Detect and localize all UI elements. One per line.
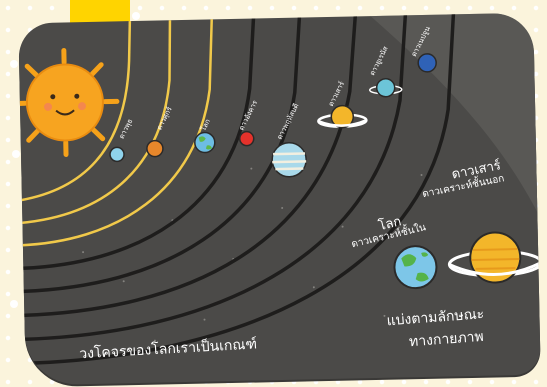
saturn-small-icon xyxy=(317,104,368,129)
jupiter-icon xyxy=(271,142,307,178)
decorative-dot xyxy=(10,60,18,68)
decorative-dot xyxy=(132,12,140,20)
earth-small-icon xyxy=(194,131,216,154)
venus-icon xyxy=(146,139,164,158)
uranus-icon xyxy=(368,78,403,98)
inner-orbits xyxy=(18,12,214,247)
saturn-large-icon xyxy=(447,231,541,284)
asteroid-band xyxy=(347,12,541,282)
neptune-icon xyxy=(417,53,437,73)
decorative-dot xyxy=(10,300,18,308)
sun-icon xyxy=(18,47,120,157)
solar-system-illustration xyxy=(18,12,541,366)
decorative-dot xyxy=(12,150,20,158)
solar-system-board: ดาวพุธ ดาวศุกร์ โลก ดาวอังคาร ดาวพฤหัสบด… xyxy=(18,12,541,386)
mars-icon xyxy=(238,130,255,147)
mercury-icon xyxy=(109,146,125,163)
earth-large-icon xyxy=(393,245,438,290)
outer-orbits xyxy=(18,12,456,366)
